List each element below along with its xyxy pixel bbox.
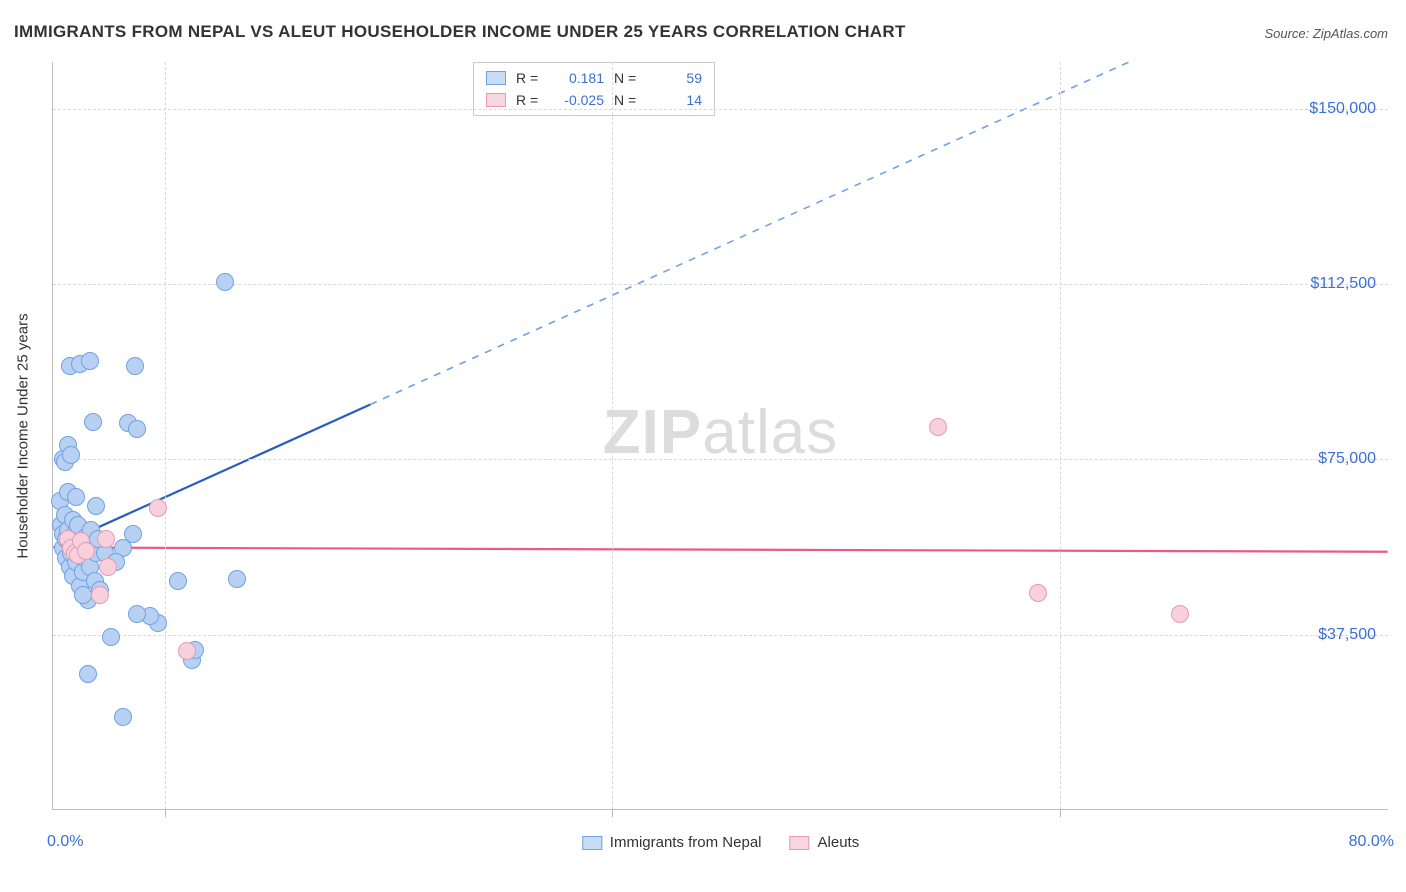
scatter-point-series1 — [126, 357, 144, 375]
scatter-point-series1 — [216, 273, 234, 291]
scatter-point-series1 — [84, 413, 102, 431]
stats-row-series1: R = 0.181 N = 59 — [486, 67, 702, 89]
legend-swatch-series2 — [790, 836, 810, 850]
gridline-horizontal — [53, 459, 1388, 460]
y-tick-label: $75,000 — [1318, 450, 1376, 468]
x-tick-mark — [612, 809, 613, 817]
scatter-point-series2 — [77, 542, 95, 560]
scatter-point-series2 — [91, 586, 109, 604]
n-value-series2: 14 — [652, 92, 702, 108]
scatter-point-series1 — [79, 665, 97, 683]
scatter-point-series1 — [81, 352, 99, 370]
gridline-horizontal — [53, 635, 1388, 636]
y-tick-label: $37,500 — [1318, 626, 1376, 644]
gridline-vertical — [1060, 62, 1061, 809]
scatter-point-series2 — [1171, 605, 1189, 623]
scatter-point-series2 — [178, 642, 196, 660]
scatter-point-series1 — [74, 586, 92, 604]
watermark-atlas: atlas — [702, 397, 838, 466]
y-tick-label: $112,500 — [1310, 275, 1376, 293]
legend-label-series1: Immigrants from Nepal — [610, 834, 762, 851]
x-tick-mark — [165, 809, 166, 817]
trendline — [53, 548, 1387, 552]
scatter-point-series1 — [87, 497, 105, 515]
trendlines-layer — [53, 62, 1388, 809]
n-label: N = — [614, 70, 642, 86]
legend-item-series1: Immigrants from Nepal — [582, 834, 762, 851]
scatter-plot-area: Householder Income Under 25 years ZIPatl… — [52, 62, 1388, 810]
scatter-point-series1 — [114, 708, 132, 726]
scatter-point-series1 — [67, 488, 85, 506]
scatter-point-series2 — [929, 418, 947, 436]
legend-item-series2: Aleuts — [790, 834, 860, 851]
swatch-series1 — [486, 71, 506, 85]
scatter-point-series1 — [62, 446, 80, 464]
source-citation: Source: ZipAtlas.com — [1264, 26, 1388, 41]
scatter-point-series2 — [1029, 584, 1047, 602]
chart-title: IMMIGRANTS FROM NEPAL VS ALEUT HOUSEHOLD… — [14, 22, 906, 42]
x-axis-max: 80.0% — [1349, 833, 1394, 851]
legend-swatch-series1 — [582, 836, 602, 850]
scatter-point-series1 — [169, 572, 187, 590]
series-legend: Immigrants from Nepal Aleuts — [582, 834, 859, 851]
swatch-series2 — [486, 93, 506, 107]
scatter-point-series1 — [228, 570, 246, 588]
x-axis-min: 0.0% — [47, 833, 83, 851]
scatter-point-series1 — [102, 628, 120, 646]
scatter-point-series1 — [128, 420, 146, 438]
gridline-horizontal — [53, 109, 1388, 110]
scatter-point-series2 — [149, 499, 167, 517]
x-tick-mark — [1060, 809, 1061, 817]
stats-row-series2: R = -0.025 N = 14 — [486, 89, 702, 111]
gridline-horizontal — [53, 284, 1388, 285]
r-label: R = — [516, 92, 544, 108]
n-value-series1: 59 — [652, 70, 702, 86]
r-value-series2: -0.025 — [554, 92, 604, 108]
watermark: ZIPatlas — [603, 396, 838, 467]
legend-label-series2: Aleuts — [818, 834, 860, 851]
gridline-vertical — [165, 62, 166, 809]
scatter-point-series2 — [97, 530, 115, 548]
watermark-zip: ZIP — [603, 397, 702, 466]
r-value-series1: 0.181 — [554, 70, 604, 86]
scatter-point-series1 — [128, 605, 146, 623]
scatter-point-series1 — [124, 525, 142, 543]
y-tick-label: $150,000 — [1309, 100, 1376, 118]
r-label: R = — [516, 70, 544, 86]
scatter-point-series2 — [99, 558, 117, 576]
n-label: N = — [614, 92, 642, 108]
y-axis-title: Householder Income Under 25 years — [15, 313, 32, 558]
gridline-vertical — [612, 62, 613, 809]
